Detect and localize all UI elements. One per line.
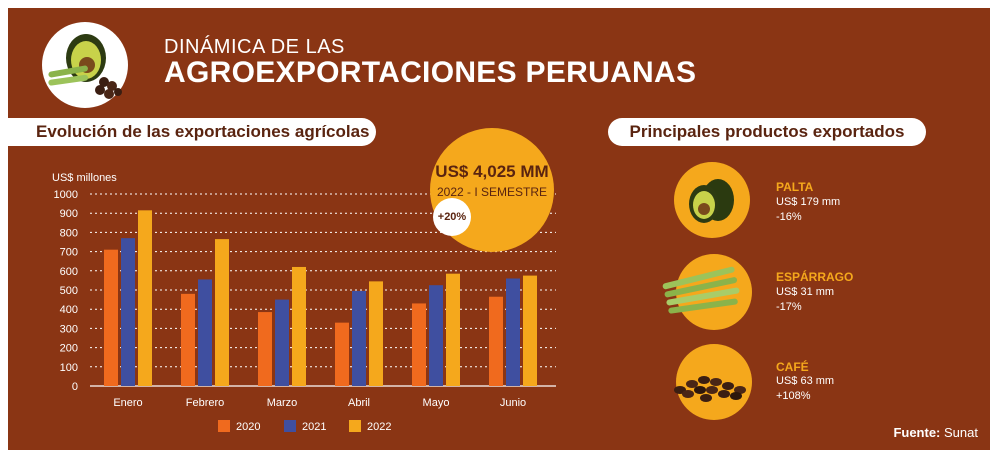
bar-2020-mayo xyxy=(412,303,426,386)
product-value: US$ 31 mm xyxy=(776,286,835,298)
bar-2021-febrero xyxy=(198,279,212,386)
legend-label: 2022 xyxy=(367,421,391,433)
y-tick-label: 100 xyxy=(60,362,78,374)
legend-swatch xyxy=(284,420,296,432)
product-value: US$ 63 mm xyxy=(776,375,835,387)
product-name: PALTA xyxy=(776,180,814,194)
badge-amount: US$ 4,025 MM xyxy=(435,162,549,181)
bar-2020-marzo xyxy=(258,312,272,386)
bar-2022-febrero xyxy=(215,239,229,386)
y-tick-label: 500 xyxy=(60,285,78,297)
product-change: -16% xyxy=(776,211,802,223)
bar-2020-febrero xyxy=(181,293,195,386)
asparagus-icon xyxy=(662,254,752,330)
bar-2021-marzo xyxy=(275,299,289,386)
source-label: Fuente: xyxy=(893,425,941,440)
right-section-title: Principales productos exportados xyxy=(608,118,926,146)
x-tick-label: Marzo xyxy=(267,397,298,409)
y-tick-label: 200 xyxy=(60,343,78,355)
bar-2022-marzo xyxy=(292,266,306,386)
y-tick-label: 600 xyxy=(60,266,78,278)
bar-2022-mayo xyxy=(446,273,460,386)
y-tick-label: 0 xyxy=(72,381,78,393)
legend-swatch xyxy=(218,420,230,432)
infographic-panel: DINÁMICA DE LAS AGROEXPORTACIONES PERUAN… xyxy=(8,8,990,450)
legend-swatch xyxy=(349,420,361,432)
header-produce-icon xyxy=(42,22,128,108)
bar-2020-enero xyxy=(104,249,118,386)
bar-2022-junio xyxy=(523,275,537,386)
y-tick-label: 800 xyxy=(60,227,78,239)
x-tick-label: Mayo xyxy=(423,397,450,409)
legend-label: 2020 xyxy=(236,421,260,433)
y-tick-label: 400 xyxy=(60,304,78,316)
badge-period: 2022 - I SEMESTRE xyxy=(436,185,548,199)
bar-2020-abril xyxy=(335,322,349,386)
header-title-line2: AGROEXPORTACIONES PERUANAS xyxy=(164,56,697,89)
x-tick-label: Abril xyxy=(348,397,370,409)
bar-2022-enero xyxy=(138,210,152,386)
bar-2021-enero xyxy=(121,238,135,386)
x-tick-label: Enero xyxy=(113,397,142,409)
bar-2021-junio xyxy=(506,278,520,386)
y-tick-label: 1000 xyxy=(54,189,78,201)
product-change: -17% xyxy=(776,301,802,313)
product-name: CAFÉ xyxy=(776,360,809,374)
coffee-beans-icon xyxy=(674,344,752,420)
bar-2020-junio xyxy=(489,296,503,386)
y-tick-label: 900 xyxy=(60,208,78,220)
y-tick-label: 300 xyxy=(60,323,78,335)
product-name: ESPÁRRAGO xyxy=(776,270,854,284)
legend-label: 2021 xyxy=(302,421,326,433)
header-title-line1: DINÁMICA DE LAS xyxy=(164,36,345,58)
left-section-title: Evolución de las exportaciones agrícolas xyxy=(8,118,376,146)
bar-2021-mayo xyxy=(429,285,443,386)
source-note: Fuente: Sunat xyxy=(893,425,978,440)
avocado-icon xyxy=(674,162,750,238)
y-tick-label: 700 xyxy=(60,247,78,259)
x-tick-label: Febrero xyxy=(186,397,225,409)
y-axis-label: US$ millones xyxy=(52,172,117,184)
x-tick-label: Junio xyxy=(500,397,526,409)
change-bubble: +20% xyxy=(433,198,471,236)
source-value: Sunat xyxy=(944,425,978,440)
product-value: US$ 179 mm xyxy=(776,196,841,208)
bar-2021-abril xyxy=(352,290,366,386)
bar-2022-abril xyxy=(369,281,383,386)
bar-chart: US$ millones 0 100 200 300 400 500 600 700 800 90… xyxy=(52,172,556,433)
product-change: +108% xyxy=(776,390,811,402)
